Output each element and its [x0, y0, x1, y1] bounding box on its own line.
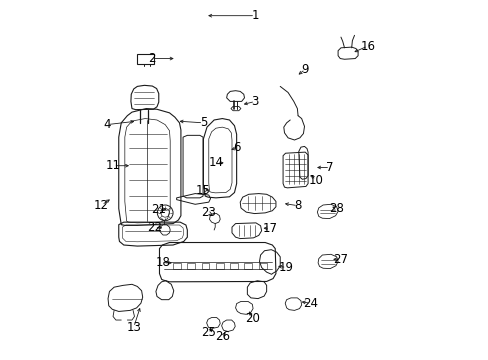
Text: 22: 22: [147, 221, 162, 234]
Text: 3: 3: [251, 95, 258, 108]
Text: 24: 24: [303, 297, 317, 310]
Text: 5: 5: [199, 116, 207, 129]
Text: 10: 10: [308, 174, 323, 186]
Text: 17: 17: [262, 222, 277, 235]
Text: 20: 20: [244, 312, 259, 325]
Text: 12: 12: [94, 198, 109, 212]
Text: 13: 13: [126, 321, 141, 334]
Text: 21: 21: [151, 203, 166, 216]
Text: 4: 4: [103, 118, 110, 131]
Text: 26: 26: [215, 330, 230, 343]
Text: 28: 28: [328, 202, 344, 215]
Text: 7: 7: [326, 161, 333, 174]
Text: 19: 19: [279, 261, 294, 274]
Text: 14: 14: [209, 156, 224, 169]
Text: 18: 18: [155, 256, 170, 269]
Bar: [137, 54, 154, 64]
Text: 11: 11: [106, 159, 121, 172]
Text: 16: 16: [360, 40, 374, 53]
Text: 23: 23: [201, 206, 216, 219]
Text: 8: 8: [294, 199, 301, 212]
Text: 1: 1: [251, 9, 259, 22]
Text: 27: 27: [333, 253, 348, 266]
Text: 6: 6: [233, 141, 241, 154]
Text: 9: 9: [301, 63, 308, 76]
Text: 15: 15: [196, 184, 210, 197]
Text: 25: 25: [200, 327, 215, 339]
Text: 2: 2: [147, 52, 155, 65]
